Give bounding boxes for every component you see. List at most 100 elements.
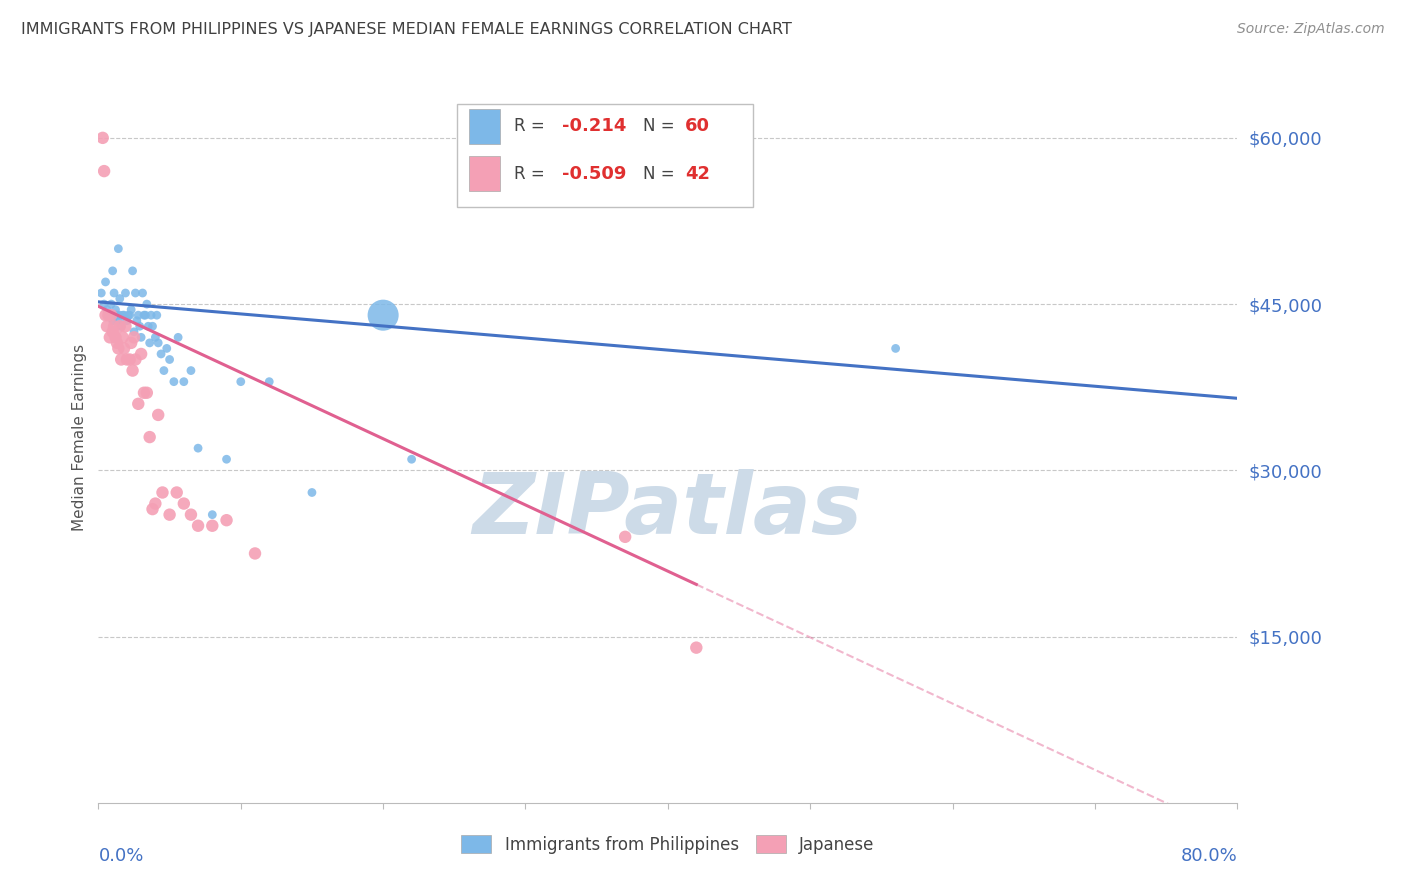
Point (129, 347, 152, 361)
Point (114, 319, 136, 334)
Point (301, 485, 323, 500)
Text: Source: ZipAtlas.com: Source: ZipAtlas.com (1237, 22, 1385, 37)
Point (111, 330, 134, 344)
Point (187, 441, 209, 455)
Text: -0.509: -0.509 (562, 165, 626, 183)
Text: IMMIGRANTS FROM PHILIPPINES VS JAPANESE MEDIAN FEMALE EARNINGS CORRELATION CHART: IMMIGRANTS FROM PHILIPPINES VS JAPANESE … (21, 22, 792, 37)
Point (104, 302, 127, 317)
Point (112, 342, 135, 356)
Text: N =: N = (643, 165, 679, 183)
Point (148, 335, 170, 350)
Point (166, 485, 188, 500)
Point (114, 285, 136, 300)
Point (100, 297, 122, 311)
Point (111, 308, 134, 322)
Text: 0.0%: 0.0% (98, 847, 143, 864)
Point (101, 264, 124, 278)
Text: N =: N = (643, 117, 679, 136)
Point (141, 319, 163, 334)
Point (121, 264, 143, 278)
Point (115, 352, 138, 367)
Point (96, 319, 118, 334)
Point (259, 375, 281, 389)
Point (156, 342, 179, 356)
Text: ZIPatlas: ZIPatlas (472, 468, 863, 552)
Point (180, 363, 202, 377)
Point (141, 502, 163, 516)
Point (98, 308, 121, 322)
Point (100, 308, 122, 322)
Point (94, 308, 117, 322)
Text: 42: 42 (685, 165, 710, 183)
Point (187, 518, 209, 533)
Point (107, 242, 129, 256)
Point (135, 297, 157, 311)
Point (122, 330, 145, 344)
Point (104, 308, 127, 322)
Point (132, 308, 155, 322)
Point (107, 314, 129, 328)
Point (139, 308, 162, 322)
Point (173, 497, 195, 511)
Text: R =: R = (515, 165, 550, 183)
Point (97, 308, 120, 322)
Point (243, 546, 266, 560)
Point (201, 518, 224, 533)
Point (127, 308, 149, 322)
Point (150, 347, 173, 361)
Point (96, 302, 118, 317)
Point (129, 330, 152, 344)
Point (163, 375, 186, 389)
Point (105, 335, 128, 350)
Point (127, 397, 149, 411)
Point (131, 285, 153, 300)
Point (94, 275, 117, 289)
Point (117, 308, 139, 322)
Point (135, 385, 157, 400)
Point (229, 375, 252, 389)
Point (105, 308, 128, 322)
Point (685, 640, 707, 655)
FancyBboxPatch shape (468, 109, 501, 144)
Point (146, 308, 169, 322)
Point (115, 314, 138, 328)
Point (121, 363, 143, 377)
Point (118, 352, 141, 367)
Text: R =: R = (515, 117, 550, 136)
Point (108, 292, 131, 306)
Point (93, 164, 115, 178)
Point (103, 319, 125, 334)
Point (110, 319, 132, 334)
Point (90, 285, 112, 300)
Point (159, 508, 181, 522)
Point (120, 302, 142, 317)
FancyBboxPatch shape (468, 156, 501, 191)
Point (215, 452, 238, 467)
Legend: Immigrants from Philippines, Japanese: Immigrants from Philippines, Japanese (454, 829, 882, 860)
Point (124, 285, 146, 300)
Point (110, 352, 132, 367)
Point (104, 330, 127, 344)
Y-axis label: Median Female Earnings: Median Female Earnings (72, 343, 87, 531)
Point (148, 408, 170, 422)
Point (112, 308, 135, 322)
Point (108, 308, 131, 322)
Point (173, 375, 195, 389)
FancyBboxPatch shape (457, 104, 754, 207)
Point (180, 508, 202, 522)
Point (136, 319, 159, 334)
Point (101, 314, 124, 328)
Point (373, 308, 395, 322)
Point (103, 285, 125, 300)
Point (145, 497, 167, 511)
Point (108, 319, 131, 334)
Point (107, 342, 129, 356)
Point (159, 352, 181, 367)
Point (124, 352, 146, 367)
Point (201, 508, 224, 522)
Point (93, 297, 115, 311)
Text: 80.0%: 80.0% (1181, 847, 1237, 864)
Point (97, 308, 120, 322)
Point (167, 330, 190, 344)
Point (125, 314, 148, 328)
